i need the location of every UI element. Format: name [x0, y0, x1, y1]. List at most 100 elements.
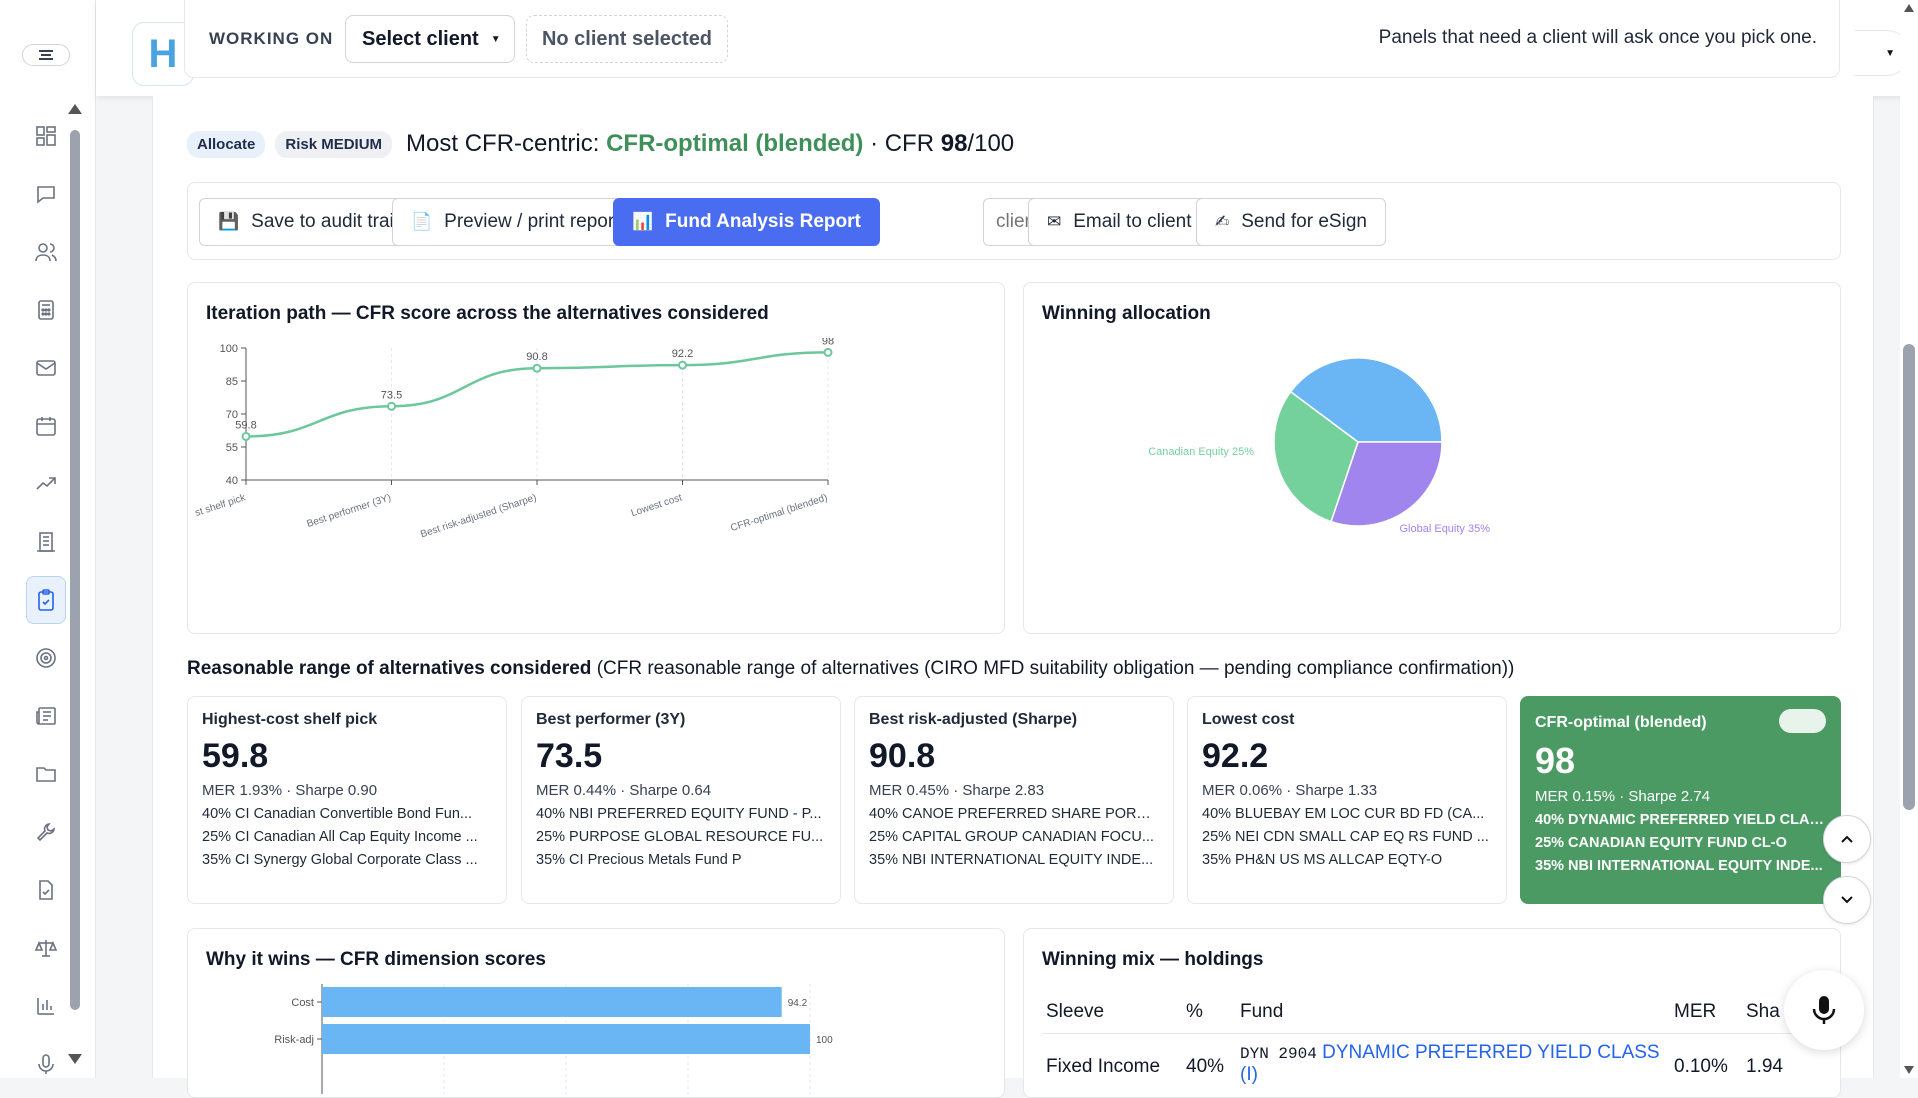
sidebar-item-calculator[interactable] — [26, 286, 66, 334]
bar — [322, 1024, 810, 1054]
sidebar-item-reports[interactable] — [26, 982, 66, 1030]
alternative-card[interactable]: Best performer (3Y) 73.5 MER 0.44% · Sha… — [521, 696, 841, 904]
sidebar-scrollbar[interactable] — [68, 104, 82, 1064]
hamburger-icon — [39, 50, 53, 60]
headline-text: Most CFR-centric: CFR-optimal (blended) … — [406, 130, 1014, 158]
data-point — [532, 363, 542, 373]
bar — [322, 987, 782, 1017]
send-esign-button[interactable]: ✍ Send for eSign — [1196, 198, 1386, 246]
sidebar-item-clipboard[interactable] — [26, 576, 66, 624]
scrollbar-thumb[interactable] — [70, 130, 80, 1010]
panels-message: Panels that need a client will ask once … — [1378, 27, 1817, 48]
scroll-up-arrow-icon[interactable] — [1904, 4, 1914, 12]
sidebar-item-tools[interactable] — [26, 808, 66, 856]
sidebar-item-compliance[interactable] — [26, 866, 66, 914]
scroll-down-arrow-icon[interactable] — [1904, 1066, 1914, 1074]
table-row[interactable]: Fixed Income 40% DYN 2904 DYNAMIC PREFER… — [1042, 1034, 1826, 1095]
scroll-down-arrow-icon[interactable] — [68, 1054, 82, 1064]
cell-pct: 40% — [1186, 1056, 1225, 1077]
data-label: 94.2 — [788, 998, 808, 1009]
folder-icon — [36, 767, 56, 782]
winning-mix-panel: Winning mix — holdings Sleeve % Fund MER… — [1023, 928, 1841, 1098]
select-client-dropdown[interactable]: Select client ▼ — [345, 15, 515, 63]
sidebar-item-voice[interactable] — [26, 1040, 66, 1088]
alternative-name: Lowest cost — [1202, 711, 1295, 728]
sidebar-item-dashboard[interactable] — [26, 112, 66, 160]
calendar-icon — [36, 417, 56, 436]
sidebar-item-mail[interactable] — [26, 344, 66, 392]
y-tick-label: 55 — [226, 442, 238, 454]
sidebar-item-clients[interactable] — [26, 228, 66, 276]
sidebar-item-buildings[interactable] — [26, 518, 66, 566]
preview-report-button[interactable]: 📄 Preview / print report — [392, 198, 639, 246]
bar-chart-icon — [37, 998, 54, 1015]
alternative-meta: MER 0.44% · Sharpe 0.64 — [536, 782, 712, 799]
data-point — [678, 360, 687, 370]
y-tick-label: 100 — [220, 343, 238, 355]
scrollbar-thumb[interactable] — [1903, 344, 1915, 810]
sidebar-item-chat[interactable] — [26, 170, 66, 218]
headline-cfr-label: · CFR — [870, 130, 935, 157]
data-point — [241, 431, 251, 441]
slice-label: Global Equity 35% — [1400, 523, 1491, 535]
top-bar: H WORKING ON Select client ▼ No client s… — [96, 0, 1918, 96]
alternative-meta: MER 0.45% · Sharpe 2.83 — [869, 782, 1045, 799]
line-chart-plot: 40 55 70 85 100 59.8 st shelf pick 73.5 Best per… — [194, 338, 834, 540]
alternative-holding: 40% BLUEBAY EM LOC CUR BD FD (CA... — [1202, 806, 1485, 822]
column-header-mer: MER — [1674, 993, 1746, 1034]
action-bar: 💾 Save to audit trail 📄 Preview / print … — [187, 182, 1841, 260]
data-label: 100 — [816, 1035, 833, 1046]
slice-label: Fixed Income 40% — [1385, 338, 1476, 341]
menu-toggle-button[interactable] — [22, 44, 70, 66]
why-it-wins-panel: Why it wins — CFR dimension scores Cost 9… — [187, 928, 1005, 1098]
dimension-bar-chart: Cost 94.2 Risk-adj 100 — [274, 984, 833, 1094]
floppy-disk-icon: 💾 — [218, 212, 240, 231]
x-tick-label: CFR-optimal (blended) — [729, 492, 829, 534]
caret-down-icon: ▼ — [1885, 47, 1895, 59]
alternative-meta: MER 0.15% · Sharpe 2.74 — [1535, 788, 1711, 805]
headline: Allocate Risk MEDIUM Most CFR-centric: C… — [187, 130, 1014, 158]
sidebar — [0, 0, 96, 1078]
mail-icon — [36, 360, 56, 376]
sidebar-item-calendar[interactable] — [26, 402, 66, 450]
email-client-button[interactable]: ✉ Email to client — [1028, 198, 1211, 246]
alternative-holding: 35% CI Precious Metals Fund P — [536, 852, 742, 868]
sidebar-item-goals[interactable] — [26, 634, 66, 682]
sidebar-item-documents[interactable] — [26, 750, 66, 798]
alternative-holding: 25% CI Canadian All Cap Equity Income ..… — [202, 829, 478, 845]
alternative-holding: 40% CI Canadian Convertible Bond Fun... — [202, 806, 473, 822]
cell-sleeve: Fixed Income — [1046, 1056, 1161, 1077]
scroll-up-arrow-icon[interactable] — [68, 104, 82, 114]
clipboard-check-icon — [38, 589, 54, 611]
page-scrollbar[interactable] — [1900, 0, 1918, 1078]
building-icon — [37, 532, 55, 552]
iteration-line-chart: 40 55 70 85 100 59.8 st shelf pick 73.5 Best per… — [194, 338, 834, 540]
writing-hand-icon: ✍ — [1215, 212, 1230, 231]
file-check-icon — [39, 880, 53, 900]
scroll-up-button[interactable] — [1823, 815, 1871, 863]
data-point — [387, 401, 396, 411]
alternative-card-winner[interactable]: WIN CFR-optimal (blended) 98 MER 0.15% ·… — [1520, 696, 1841, 904]
users-icon — [35, 243, 57, 262]
iteration-path-title: Iteration path — CFR score across the al… — [206, 303, 769, 324]
alternative-card[interactable]: Best risk-adjusted (Sharpe) 90.8 MER 0.4… — [854, 696, 1174, 904]
save-audit-button[interactable]: 💾 Save to audit trail — [199, 198, 417, 246]
sidebar-item-legal[interactable] — [26, 924, 66, 972]
alternatives-title: Reasonable range of alternatives conside… — [187, 658, 1514, 680]
sidebar-item-news[interactable] — [26, 692, 66, 740]
alternative-card[interactable]: Highest-cost shelf pick 59.8 MER 1.93% ·… — [187, 696, 507, 904]
why-it-wins-title: Why it wins — CFR dimension scores — [206, 949, 546, 970]
chat-icon — [37, 186, 55, 204]
slice-label: Canadian Equity 25% — [1148, 446, 1254, 458]
alternative-card[interactable]: Lowest cost 92.2 MER 0.06% · Sharpe 1.33… — [1187, 696, 1507, 904]
column-header-fund: Fund — [1240, 993, 1674, 1034]
envelope-icon: ✉ — [1047, 212, 1062, 231]
cell-fund: DYN 2904 DYNAMIC PREFERRED YIELD CLASS (… — [1240, 1034, 1674, 1095]
column-header-sleeve: Sleeve — [1042, 993, 1186, 1034]
fund-analysis-report-button[interactable]: 📊 Fund Analysis Report — [613, 198, 880, 246]
scroll-down-button[interactable] — [1823, 876, 1871, 924]
no-client-status: No client selected — [526, 15, 728, 63]
sidebar-item-trends[interactable] — [26, 460, 66, 508]
trending-up-icon — [36, 477, 56, 490]
voice-input-button[interactable] — [1784, 970, 1864, 1050]
